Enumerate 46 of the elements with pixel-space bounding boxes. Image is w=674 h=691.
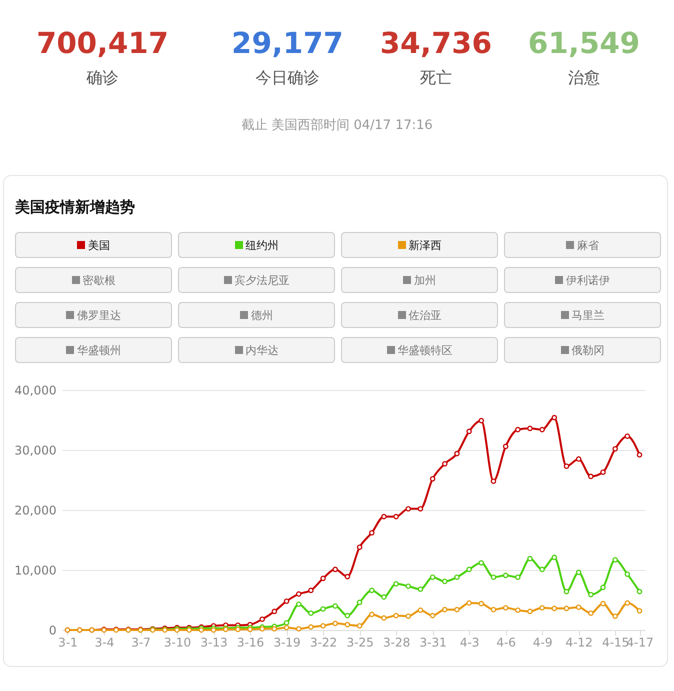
x-tick-label: 3-22 (310, 636, 338, 650)
legend-label: 马里兰 (572, 308, 604, 322)
x-tick-label: 3-25 (346, 636, 374, 650)
text: 29,177 (232, 26, 344, 60)
x-tick-label: 3-1 (58, 636, 78, 650)
legend-label: 华盛顿州 (77, 342, 121, 358)
legend-label: 华盛顿特区 (398, 342, 452, 358)
x-tick-label: 3-16 (236, 636, 264, 650)
legend-label: 佛罗里达 (77, 308, 121, 322)
legend-label: 佐治亚 (408, 308, 442, 322)
legend-label: 纽约州 (246, 238, 278, 252)
category-label: 治愈 (567, 68, 601, 89)
x-tick-label: 3-31 (419, 636, 447, 650)
x-tick-label: 3-7 (131, 636, 151, 650)
legend-label: 新泽西 (408, 238, 442, 252)
y-tick-label: 0 (48, 624, 56, 638)
x-tick-label: 3-4 (94, 636, 114, 650)
chart-title: 美国疫情新增趋势 (15, 198, 135, 217)
y-tick-label: 20,000 (14, 504, 56, 518)
legend-label: 俄勒冈 (572, 342, 604, 358)
category-label: 今日确诊 (254, 68, 320, 89)
x-tick-label: 3-19 (273, 636, 301, 650)
category-label: 死亡 (419, 68, 453, 89)
x-tick-label: 3-13 (200, 636, 228, 650)
category-label: 确诊 (86, 68, 120, 89)
x-tick-label: 4-12 (566, 636, 593, 650)
y-tick-label: 30,000 (14, 444, 56, 458)
text: 34,736 (380, 26, 492, 60)
legend-label: 加州 (414, 272, 436, 288)
legend-label: 内华达 (246, 342, 278, 358)
text: 截止 美国西部时间 04/17 17:16 (240, 117, 434, 135)
text: 700,417 (36, 26, 169, 60)
x-tick-label: 4-3 (460, 636, 480, 650)
legend-label: 密歇根 (82, 272, 116, 288)
legend-label: 德州 (251, 308, 273, 322)
legend-label: 宾夕法尼亚 (234, 272, 290, 288)
y-tick-label: 40,000 (14, 384, 56, 398)
x-tick-label: 4-9 (532, 636, 552, 650)
x-tick-label: 3-28 (382, 636, 410, 650)
legend-label: 伊利诺伊 (566, 272, 610, 288)
x-tick-label: 3-10 (164, 636, 192, 650)
x-tick-label: 4-6 (496, 636, 516, 650)
legend-label: 美国 (88, 238, 110, 252)
legend-label: 麻省 (577, 238, 599, 252)
y-tick-label: 10,000 (14, 564, 56, 578)
text: 61,549 (528, 26, 640, 60)
